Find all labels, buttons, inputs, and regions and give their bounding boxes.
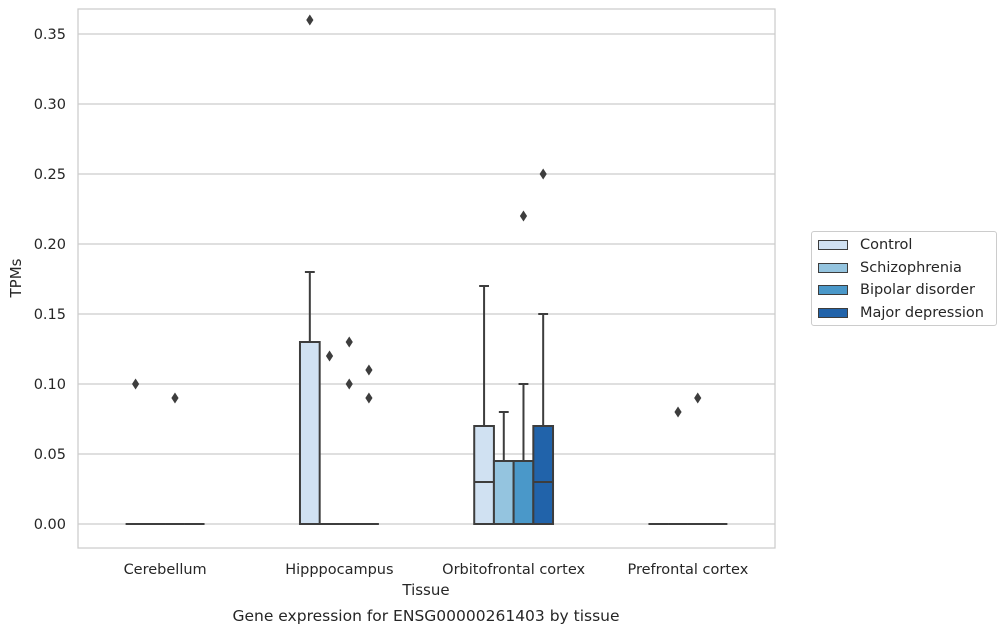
outlier-point bbox=[539, 168, 547, 180]
x-tick-labels: Cerebellum Hipppocampus Orbitofrontal cort… bbox=[124, 562, 749, 578]
y-tick-label: 0.15 bbox=[34, 307, 66, 323]
outlier-point bbox=[519, 210, 528, 222]
legend-swatch bbox=[818, 240, 848, 250]
box bbox=[473, 425, 495, 525]
y-axis-label: TPMs bbox=[7, 258, 25, 298]
legend-label: Control bbox=[860, 237, 913, 253]
x-tick-label: Cerebellum bbox=[124, 562, 207, 578]
y-tick-label: 0.30 bbox=[34, 97, 66, 113]
box-group bbox=[687, 392, 708, 525]
box-series bbox=[125, 14, 728, 525]
y-tick-label: 0.10 bbox=[34, 377, 66, 393]
box bbox=[532, 425, 555, 525]
y-tick-label: 0.35 bbox=[34, 27, 66, 43]
legend-item: Schizophrenia bbox=[818, 258, 962, 278]
box-group bbox=[165, 392, 185, 525]
y-tick-label: 0.20 bbox=[34, 237, 66, 253]
outlier-point bbox=[345, 378, 353, 390]
y-tick-label: 0.25 bbox=[34, 167, 66, 183]
box bbox=[512, 460, 535, 525]
outlier-point bbox=[365, 364, 373, 376]
box-group bbox=[298, 14, 321, 525]
legend-label: Schizophrenia bbox=[860, 259, 962, 276]
outlier-point bbox=[131, 378, 140, 390]
legend-item: Control bbox=[818, 235, 912, 255]
box-group bbox=[359, 364, 379, 525]
x-tick-label: Orbitofrontal cortex bbox=[442, 562, 585, 578]
legend-label: Bipolar disorder bbox=[860, 282, 975, 298]
box-group bbox=[339, 336, 360, 525]
box bbox=[492, 460, 515, 525]
legend-label: Major depression bbox=[860, 304, 984, 321]
x-axis-label: Tissue bbox=[401, 581, 449, 599]
outlier-point bbox=[345, 336, 353, 348]
outlier-point bbox=[306, 14, 314, 26]
outlier-point bbox=[325, 350, 334, 362]
y-tick-label: 0.05 bbox=[34, 447, 66, 463]
legend: Control Schizophrenia Bipolar disorder Majo… bbox=[811, 231, 997, 326]
legend-swatch bbox=[818, 307, 848, 318]
y-tick-label: 0.00 bbox=[34, 517, 66, 533]
outlier-point bbox=[694, 392, 702, 404]
box-group bbox=[668, 406, 688, 525]
legend-swatch bbox=[818, 262, 848, 273]
box bbox=[298, 341, 321, 525]
box-group bbox=[319, 350, 340, 525]
box-group bbox=[125, 378, 146, 525]
outlier-point bbox=[171, 392, 179, 404]
outlier-point bbox=[674, 406, 682, 418]
legend-swatch bbox=[818, 285, 848, 295]
box-group bbox=[512, 210, 535, 525]
x-tick-label: Prefrontal cortex bbox=[627, 562, 748, 578]
chart-title: Gene expression for ENSG00000261403 by t… bbox=[232, 607, 619, 625]
y-tick-labels: 0.00 0.05 0.10 0.15 0.20 0.25 0.30 0.35 bbox=[34, 27, 66, 533]
box-group bbox=[532, 168, 555, 525]
legend-item: Bipolar disorder bbox=[818, 280, 975, 300]
plot-area bbox=[77, 8, 776, 549]
outlier-point bbox=[365, 392, 373, 404]
legend-item: Major depression bbox=[818, 303, 984, 323]
box-group bbox=[473, 285, 495, 525]
x-tick-label: Hipppocampus bbox=[285, 562, 393, 578]
